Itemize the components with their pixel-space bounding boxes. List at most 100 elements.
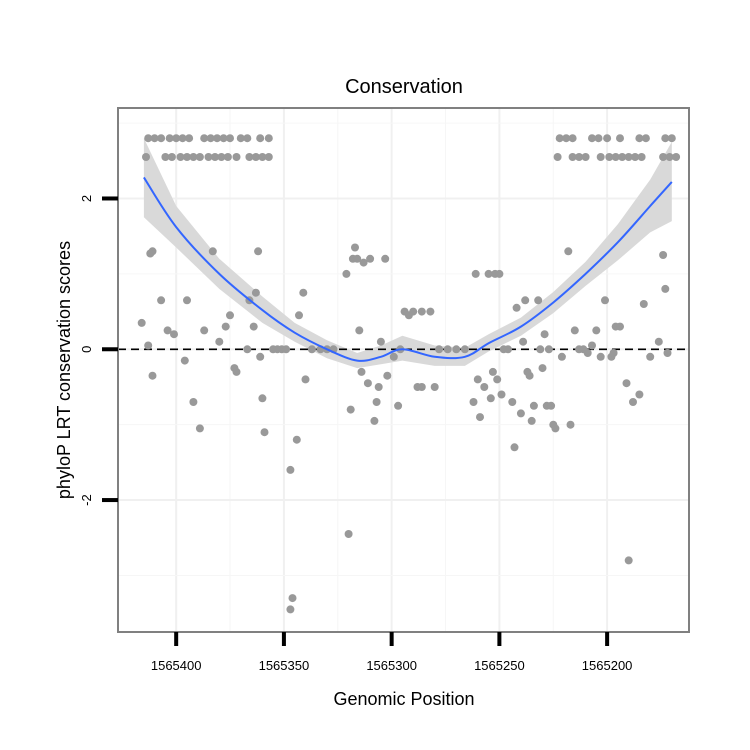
data-point <box>641 134 650 143</box>
data-point <box>570 326 579 335</box>
data-point <box>622 379 631 388</box>
data-point <box>226 311 234 320</box>
chart-title: Conservation <box>345 76 463 98</box>
data-point <box>562 134 571 143</box>
panel-background <box>118 108 689 632</box>
x-tick-label: 1565300 <box>366 658 417 673</box>
data-point <box>629 398 637 406</box>
data-point <box>357 367 366 376</box>
data-point <box>200 134 209 143</box>
data-point <box>540 330 549 339</box>
data-point <box>383 371 392 380</box>
data-point <box>553 153 562 161</box>
data-point <box>471 269 480 278</box>
data-point <box>243 134 252 143</box>
data-point <box>183 296 191 305</box>
data-point <box>183 153 191 161</box>
data-point <box>295 311 303 320</box>
data-point <box>557 352 566 361</box>
data-point <box>616 134 624 143</box>
data-point <box>508 398 517 406</box>
data-point <box>452 345 461 354</box>
confidence-band <box>143 138 672 369</box>
data-point <box>219 134 228 143</box>
data-point <box>443 345 452 354</box>
data-point <box>288 594 297 603</box>
data-point <box>245 153 254 161</box>
data-point <box>635 134 644 143</box>
data-point <box>417 307 426 316</box>
data-point <box>519 337 528 346</box>
data-point <box>144 341 153 350</box>
data-point <box>226 134 234 143</box>
data-point <box>381 254 390 263</box>
data-point <box>251 153 260 161</box>
data-point <box>661 134 670 143</box>
data-point <box>581 153 590 161</box>
data-point <box>344 530 353 538</box>
panel-border <box>117 107 690 633</box>
data-point <box>672 153 681 161</box>
data-point <box>603 134 612 143</box>
data-point <box>521 296 530 305</box>
data-point <box>544 345 553 354</box>
x-tick-label: 1565400 <box>151 658 202 673</box>
data-point <box>654 337 663 346</box>
data-point <box>137 318 146 327</box>
data-point <box>525 371 534 380</box>
data-point <box>624 153 633 161</box>
data-point <box>663 349 672 357</box>
data-point <box>146 249 155 258</box>
data-point <box>282 345 291 354</box>
data-point <box>596 352 605 361</box>
data-point <box>256 352 265 361</box>
data-point <box>583 349 592 357</box>
data-point <box>292 435 301 444</box>
data-point <box>435 345 444 354</box>
data-point <box>223 153 232 161</box>
data-point <box>346 405 355 414</box>
data-point <box>353 254 362 263</box>
data-point <box>568 134 577 143</box>
data-point <box>568 153 577 161</box>
data-point <box>249 322 258 331</box>
data-point <box>172 134 181 143</box>
data-point <box>665 153 674 161</box>
x-axis-title: Genomic Position <box>333 689 474 709</box>
data-point <box>460 345 469 354</box>
data-point <box>299 288 308 297</box>
data-point <box>659 251 668 259</box>
data-point <box>206 134 215 143</box>
data-point <box>551 424 560 433</box>
data-point <box>667 134 676 143</box>
data-point <box>200 326 209 335</box>
data-point <box>286 605 295 614</box>
data-point <box>256 134 265 143</box>
data-point <box>637 153 646 161</box>
data-point <box>601 296 609 305</box>
data-point <box>469 398 478 406</box>
data-point <box>631 153 640 161</box>
data-point <box>409 307 418 316</box>
data-point <box>611 153 620 161</box>
data-point <box>624 556 633 565</box>
data-point <box>495 269 504 278</box>
data-point <box>659 153 668 161</box>
data-point <box>497 390 506 399</box>
data-point <box>195 153 204 161</box>
data-point <box>476 413 484 422</box>
data-point <box>185 134 194 143</box>
plot-panel <box>117 107 690 633</box>
data-point <box>211 153 219 161</box>
data-point <box>221 322 230 331</box>
data-point <box>473 375 482 384</box>
data-point <box>148 371 157 380</box>
data-point <box>661 284 670 293</box>
data-point <box>592 326 601 335</box>
data-point <box>157 296 166 305</box>
data-point <box>301 375 310 384</box>
data-point <box>504 345 512 354</box>
data-point <box>534 296 543 305</box>
data-point <box>635 390 644 399</box>
y-tick-label: -2 <box>79 494 94 506</box>
